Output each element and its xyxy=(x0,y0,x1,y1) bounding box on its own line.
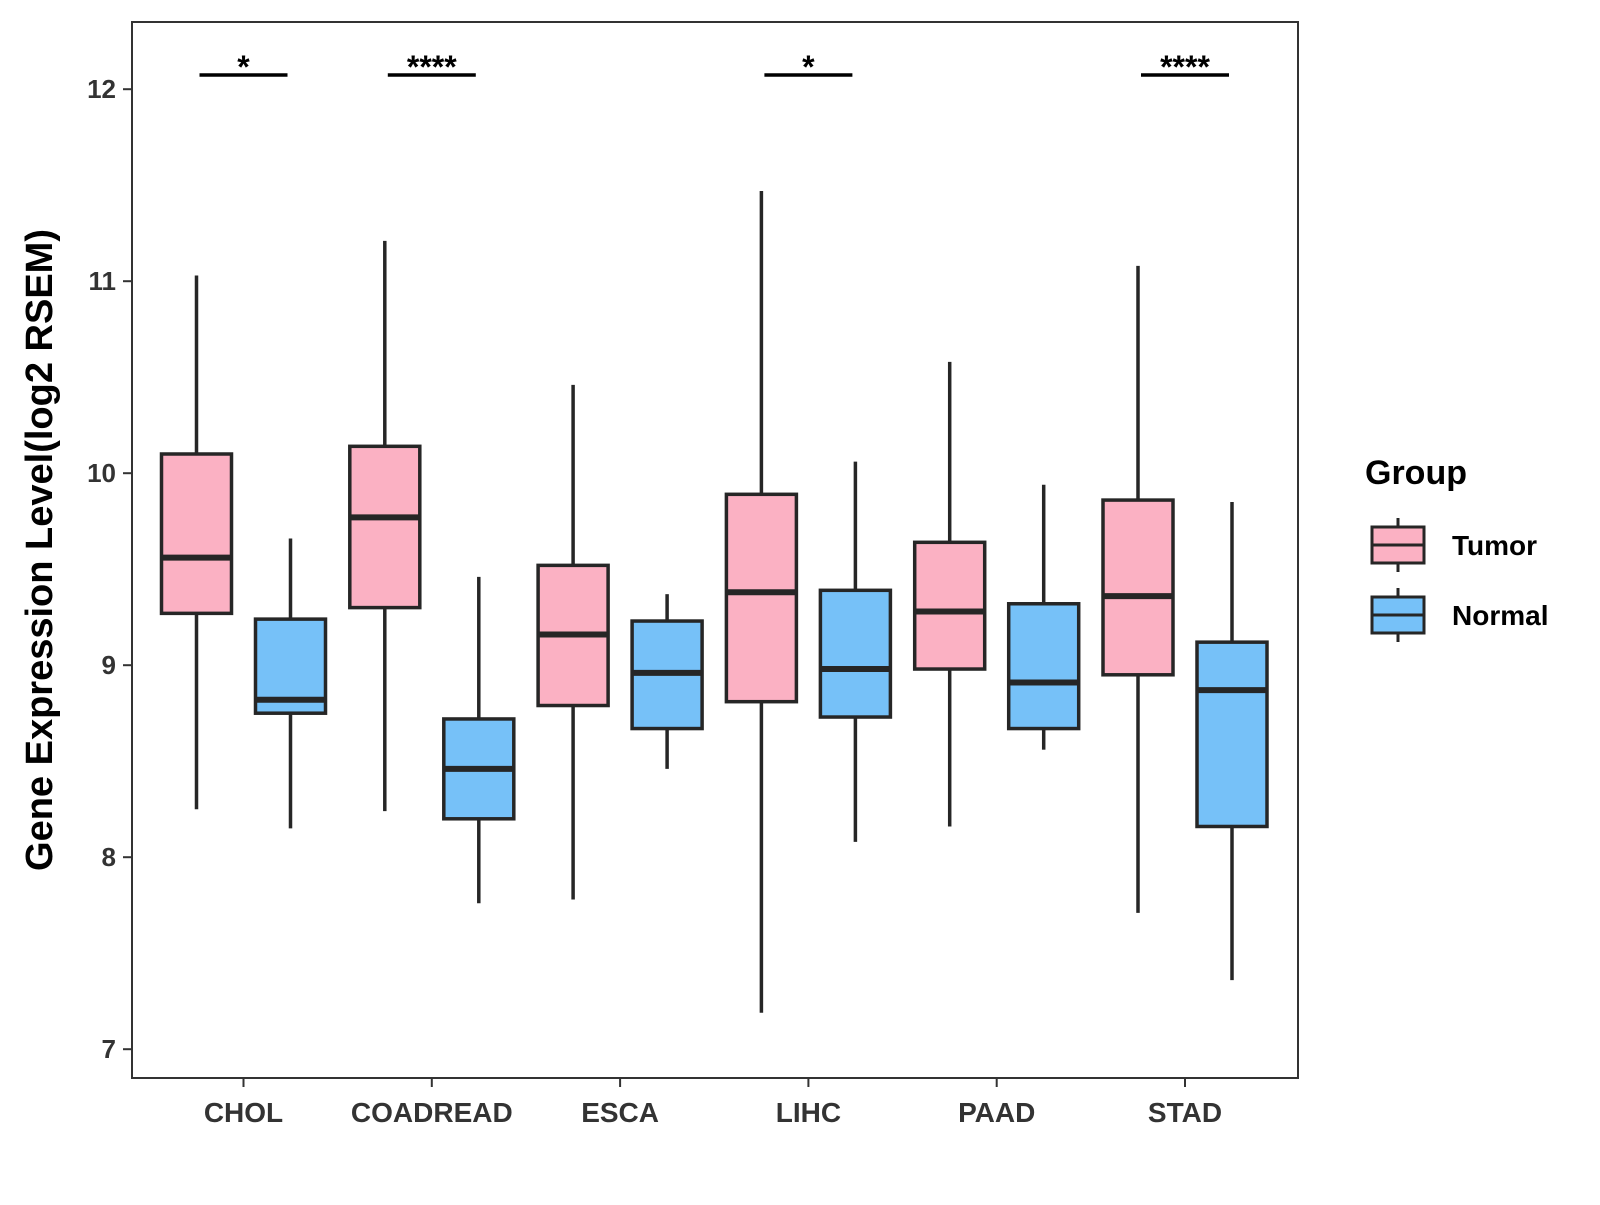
y-tick-label-10: 10 xyxy=(87,458,116,488)
box-body-normal-stad xyxy=(1195,640,1269,829)
legend-label-normal: Normal xyxy=(1452,600,1548,631)
box-normal-chol xyxy=(253,538,328,829)
x-tick-label-esca: ESCA xyxy=(581,1097,659,1128)
y-tick-label-8: 8 xyxy=(102,842,116,872)
box-body-tumor-paad xyxy=(912,540,987,671)
y-tick-label-7: 7 xyxy=(102,1034,116,1064)
box-tumor-chol xyxy=(159,275,234,810)
x-tick-label-stad: STAD xyxy=(1148,1097,1222,1128)
panel-border xyxy=(131,21,1299,1079)
x-tick-label-chol: CHOL xyxy=(204,1097,283,1128)
box-body-tumor-chol xyxy=(159,452,234,616)
y-tick-label-11: 11 xyxy=(89,266,117,296)
sig-label-stad: **** xyxy=(1160,49,1210,85)
sig-label-chol: * xyxy=(237,49,250,85)
x-tick-label-paad: PAAD xyxy=(958,1097,1035,1128)
x-tick-label-lihc: LIHC xyxy=(776,1097,841,1128)
box-body-normal-paad xyxy=(1006,602,1081,731)
box-normal-stad xyxy=(1195,502,1269,981)
box-tumor-stad xyxy=(1101,265,1175,913)
box-tumor-paad xyxy=(912,361,987,827)
box-body-tumor-lihc xyxy=(724,492,799,704)
axes: 7 8 9 10 11 12 Gene Expression Level(log2 RSEM… xyxy=(19,21,1299,1128)
box-tumor-esca xyxy=(536,384,610,900)
box-normal-paad xyxy=(1006,484,1081,750)
y-tick-label-12: 12 xyxy=(87,74,116,104)
sig-label-lihc: * xyxy=(802,49,815,85)
box-body-tumor-stad xyxy=(1101,498,1175,677)
plot-area: * **** * **** xyxy=(159,49,1269,1013)
box-normal-lihc xyxy=(818,461,893,842)
box-tumor-lihc xyxy=(724,190,799,1013)
box-body-normal-lihc xyxy=(818,588,893,719)
y-tick-label-9: 9 xyxy=(102,650,116,680)
box-normal-esca xyxy=(630,594,704,769)
sig-label-coadread: **** xyxy=(407,49,457,85)
legend-label-tumor: Tumor xyxy=(1452,530,1537,561)
legend-title: Group xyxy=(1365,454,1467,492)
box-tumor-coadread xyxy=(348,240,422,812)
y-axis-title: Gene Expression Level(log2 RSEM) xyxy=(19,229,61,871)
box-normal-coadread xyxy=(442,576,516,904)
box-body-tumor-coadread xyxy=(348,444,422,610)
legend: Group Tumor Normal xyxy=(1365,454,1548,642)
x-tick-label-coadread: COADREAD xyxy=(351,1097,513,1128)
